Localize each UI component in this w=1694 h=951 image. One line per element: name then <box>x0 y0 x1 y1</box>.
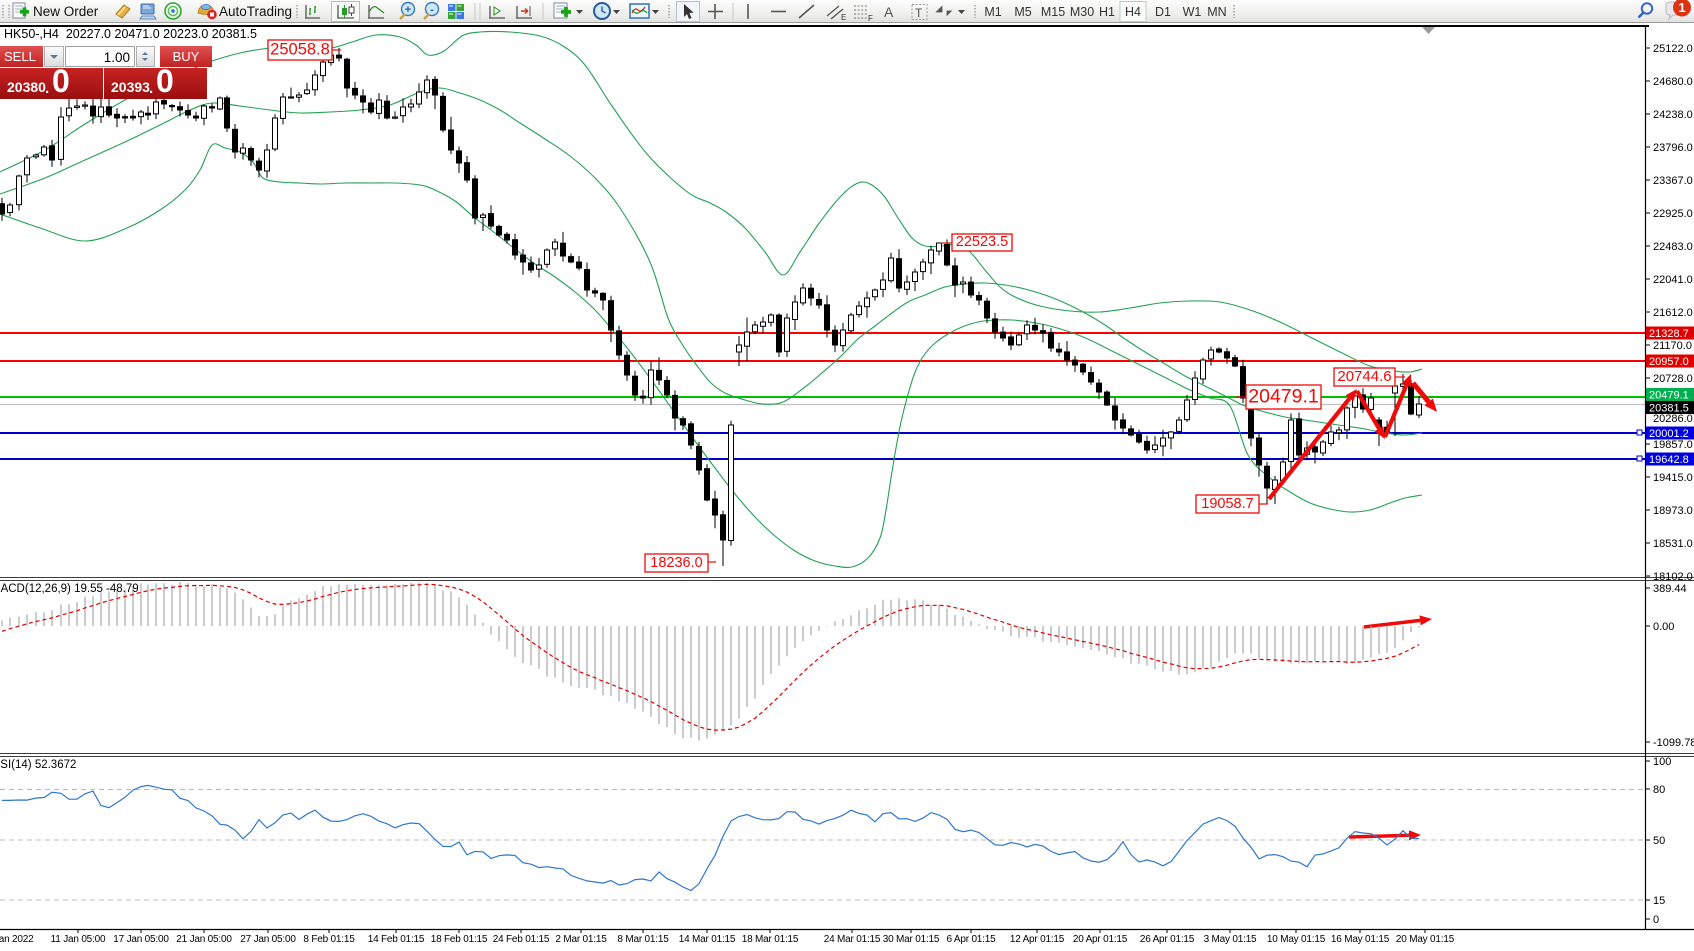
svg-text:12 Apr 01:15: 12 Apr 01:15 <box>1010 934 1065 945</box>
svg-text:22483.0: 22483.0 <box>1653 241 1693 253</box>
svg-text:22925.0: 22925.0 <box>1653 208 1693 220</box>
svg-text:16 May 01:15: 16 May 01:15 <box>1331 934 1390 945</box>
svg-text:8 Mar 01:15: 8 Mar 01:15 <box>617 934 669 945</box>
svg-text:-1099.78: -1099.78 <box>1653 737 1694 749</box>
svg-text:24 Mar 01:15: 24 Mar 01:15 <box>824 934 881 945</box>
svg-text:F: F <box>868 14 873 23</box>
svg-text:18973.0: 18973.0 <box>1653 505 1693 517</box>
svg-text:24680.0: 24680.0 <box>1653 76 1693 88</box>
svg-text:MN: MN <box>1207 5 1226 19</box>
svg-text:21612.0: 21612.0 <box>1653 307 1693 319</box>
svg-text:25058.8: 25058.8 <box>270 40 330 58</box>
svg-text:H1: H1 <box>1099 5 1115 19</box>
svg-text:20744.6: 20744.6 <box>1337 368 1391 385</box>
svg-text:19642.8: 19642.8 <box>1649 454 1689 466</box>
svg-text:80: 80 <box>1653 784 1665 796</box>
svg-text:20 Apr 01:15: 20 Apr 01:15 <box>1073 934 1128 945</box>
svg-text:M15: M15 <box>1041 5 1065 19</box>
svg-text:M30: M30 <box>1070 5 1094 19</box>
svg-text:18531.0: 18531.0 <box>1653 538 1693 550</box>
svg-text:20381.5: 20381.5 <box>1649 403 1689 415</box>
svg-text:22523.5: 22523.5 <box>956 234 1008 250</box>
svg-text:4 Jan 2022: 4 Jan 2022 <box>0 934 34 945</box>
svg-text:23796.0: 23796.0 <box>1653 142 1693 154</box>
svg-text:W1: W1 <box>1183 5 1202 19</box>
svg-text:11 Jan 05:00: 11 Jan 05:00 <box>51 934 106 945</box>
svg-text:18236.0: 18236.0 <box>650 555 702 571</box>
svg-text:23367.0: 23367.0 <box>1653 175 1693 187</box>
svg-text:100: 100 <box>1653 756 1671 768</box>
svg-text:T: T <box>915 6 923 20</box>
svg-text:19058.7: 19058.7 <box>1201 496 1253 512</box>
svg-text:21328.7: 21328.7 <box>1649 328 1689 340</box>
svg-text:MACD(12,26,9) 19.55 -48.79: MACD(12,26,9) 19.55 -48.79 <box>0 583 139 595</box>
svg-text:24238.0: 24238.0 <box>1653 109 1693 121</box>
svg-text:18 Feb 01:15: 18 Feb 01:15 <box>431 934 488 945</box>
svg-text:8 Feb 01:15: 8 Feb 01:15 <box>303 934 355 945</box>
svg-text:18102.0: 18102.0 <box>1653 571 1693 583</box>
svg-text:20728.0: 20728.0 <box>1653 373 1693 385</box>
svg-text:389.44: 389.44 <box>1653 583 1687 595</box>
svg-text:RSI(14) 52.3672: RSI(14) 52.3672 <box>0 759 76 771</box>
svg-text:30 Mar 01:15: 30 Mar 01:15 <box>883 934 940 945</box>
svg-text:M5: M5 <box>1014 5 1031 19</box>
svg-text:24 Feb 01:15: 24 Feb 01:15 <box>493 934 550 945</box>
svg-text:27 Jan 05:00: 27 Jan 05:00 <box>240 934 296 945</box>
svg-text:M1: M1 <box>984 5 1001 19</box>
svg-text:6 Apr 01:15: 6 Apr 01:15 <box>947 934 997 945</box>
svg-text:17 Jan 05:00: 17 Jan 05:00 <box>113 934 169 945</box>
svg-text:H4: H4 <box>1125 5 1141 19</box>
svg-text:-: - <box>430 4 434 16</box>
svg-text:22041.0: 22041.0 <box>1653 274 1693 286</box>
svg-text:18 Mar 01:15: 18 Mar 01:15 <box>742 934 799 945</box>
svg-text:21170.0: 21170.0 <box>1653 340 1692 352</box>
svg-text:20 May 01:15: 20 May 01:15 <box>1396 934 1455 945</box>
svg-text:HK50-,H4 20227.0 20471.0 2022: HK50-,H4 20227.0 20471.0 20223.0 20381.5 <box>4 27 257 41</box>
svg-text:E: E <box>841 13 846 22</box>
svg-text:15: 15 <box>1653 895 1665 907</box>
svg-text:3 May 01:15: 3 May 01:15 <box>1204 934 1257 945</box>
svg-text:25122.0: 25122.0 <box>1653 43 1693 55</box>
svg-text:14 Feb 01:15: 14 Feb 01:15 <box>368 934 425 945</box>
svg-text:20001.2: 20001.2 <box>1649 428 1689 440</box>
svg-text:AutoTrading: AutoTrading <box>219 4 292 19</box>
svg-text:0.00: 0.00 <box>1653 621 1674 633</box>
svg-text:26 Apr 01:15: 26 Apr 01:15 <box>1140 934 1195 945</box>
svg-text:2 Mar 01:15: 2 Mar 01:15 <box>555 934 607 945</box>
svg-text:20957.0: 20957.0 <box>1649 356 1689 368</box>
svg-text:20479.1: 20479.1 <box>1248 385 1319 407</box>
svg-text:50: 50 <box>1653 835 1665 847</box>
svg-text:21 Jan 05:00: 21 Jan 05:00 <box>176 934 232 945</box>
svg-text:20479.1: 20479.1 <box>1649 390 1689 402</box>
svg-text:19415.0: 19415.0 <box>1653 472 1693 484</box>
svg-text:20286.0: 20286.0 <box>1653 413 1693 425</box>
svg-text:0: 0 <box>1653 914 1659 926</box>
svg-text:1: 1 <box>1678 0 1685 15</box>
svg-text:D1: D1 <box>1155 5 1171 19</box>
svg-text:+: + <box>405 4 411 16</box>
svg-text:14 Mar 01:15: 14 Mar 01:15 <box>679 934 736 945</box>
svg-text:A: A <box>884 4 894 20</box>
svg-text:19857.0: 19857.0 <box>1653 439 1693 451</box>
svg-text:New Order: New Order <box>33 4 99 19</box>
svg-text:10 May 01:15: 10 May 01:15 <box>1267 934 1326 945</box>
